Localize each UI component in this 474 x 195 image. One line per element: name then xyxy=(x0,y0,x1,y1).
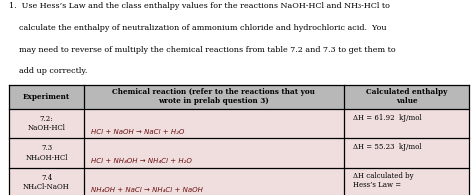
Text: Experiment: Experiment xyxy=(23,93,70,101)
Text: 7.3
NH₄OH-HCl: 7.3 NH₄OH-HCl xyxy=(26,144,68,161)
Text: calculate the enthalpy of neutralization of ammonium chloride and hydrochloric a: calculate the enthalpy of neutralization… xyxy=(9,24,387,32)
Text: HCl + NaOH → NaCl + H₂O: HCl + NaOH → NaCl + H₂O xyxy=(91,129,184,135)
Bar xyxy=(9,109,469,138)
Bar xyxy=(9,85,469,109)
Text: may need to reverse of multiply the chemical reactions from table 7.2 and 7.3 to: may need to reverse of multiply the chem… xyxy=(9,46,396,54)
Text: HCl + NH₄OH → NH₄Cl + H₂O: HCl + NH₄OH → NH₄Cl + H₂O xyxy=(91,158,191,164)
Text: add up correctly.: add up correctly. xyxy=(9,67,88,75)
Text: 1.  Use Hess’s Law and the class enthalpy values for the reactions NaOH-HCl and : 1. Use Hess’s Law and the class enthalpy… xyxy=(9,3,391,11)
Text: 7.4
NH₄Cl-NaOH: 7.4 NH₄Cl-NaOH xyxy=(23,174,70,191)
Text: 7.2:
NaOH-HCl: 7.2: NaOH-HCl xyxy=(27,115,65,132)
Text: Chemical reaction (refer to the reactions that you
wrote in prelab question 3): Chemical reaction (refer to the reaction… xyxy=(112,88,315,105)
Text: ΔH = 55.23  kJ/mol: ΔH = 55.23 kJ/mol xyxy=(353,143,422,151)
Text: ΔH = 61.92  kJ/mol: ΔH = 61.92 kJ/mol xyxy=(353,114,422,122)
Bar xyxy=(9,138,469,168)
Text: NH₄OH + NaCl → NH₄Cl + NaOH: NH₄OH + NaCl → NH₄Cl + NaOH xyxy=(91,187,202,193)
Text: Calculated enthalpy
value: Calculated enthalpy value xyxy=(366,88,447,105)
Bar xyxy=(9,168,469,195)
Text: ΔH calculated by
Hess’s Law =: ΔH calculated by Hess’s Law = xyxy=(353,172,414,189)
